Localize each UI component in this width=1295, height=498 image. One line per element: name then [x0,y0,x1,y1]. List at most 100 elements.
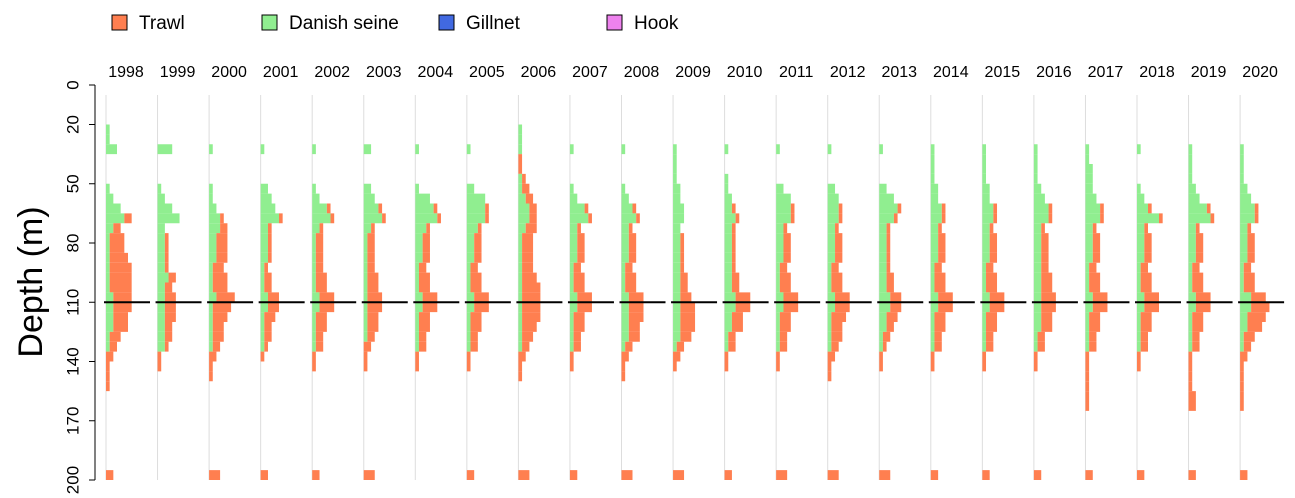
bar-trawl [886,322,894,332]
bar-danish-seine [982,252,990,263]
bar-danish-seine [827,223,836,234]
bar-trawl [418,282,430,293]
bar-danish-seine [1085,312,1090,322]
bar-danish-seine [1085,272,1090,283]
bar-danish-seine [827,252,836,263]
bar-trawl [632,203,637,214]
bar-trawl [776,470,788,480]
bar-danish-seine [673,193,681,204]
bar-danish-seine [569,183,574,194]
bar-danish-seine [1240,193,1252,204]
bar-danish-seine [1137,233,1145,243]
bar-trawl [1048,203,1053,214]
bar-danish-seine [776,272,780,283]
bar-trawl [731,243,736,253]
bar-trawl [1195,233,1204,243]
bar-danish-seine [982,272,987,283]
bar-trawl [779,262,788,273]
bar-trawl [776,361,780,372]
bar-danish-seine [879,183,887,194]
bar-trawl [1195,292,1211,303]
bar-danish-seine [466,302,475,313]
y-axis-title: Depth (m) [12,206,50,357]
bar-danish-seine [1085,154,1090,164]
bar-trawl [1144,292,1159,303]
bar-trawl [209,470,221,480]
bar-trawl [278,213,283,224]
bar-danish-seine [466,331,471,342]
bar-danish-seine [106,282,110,293]
bar-danish-seine [1188,262,1193,273]
bar-danish-seine [466,213,486,224]
bar-trawl [625,282,637,293]
bar-danish-seine [569,243,578,253]
bar-danish-seine [518,173,523,184]
bar-danish-seine [827,203,839,214]
bar-danish-seine [879,223,887,234]
year-label: 2015 [985,64,1021,81]
y-tick-label: 110 [63,289,82,316]
bar-trawl [625,272,637,283]
bar-trawl [264,262,268,273]
bar-danish-seine [260,203,276,214]
bar-danish-seine [724,203,732,214]
bar-trawl [827,371,832,382]
bar-danish-seine [260,183,268,194]
bar-danish-seine [930,173,935,184]
bar-trawl [573,341,581,352]
panel-2010: 2010 [722,64,769,480]
bar-danish-seine [415,262,419,273]
bar-danish-seine [673,272,681,283]
bar-trawl [1144,252,1152,263]
bar-trawl [779,272,791,283]
bar-danish-seine [673,164,677,174]
bar-trawl [109,341,117,352]
year-label: 2017 [1088,64,1124,81]
bar-trawl [264,312,276,322]
bar-danish-seine [518,262,523,273]
bar-danish-seine [1240,233,1248,243]
bar-danish-seine [415,272,419,283]
bar-danish-seine [776,282,780,293]
bar-trawl [1092,223,1097,234]
bar-danish-seine [312,183,316,194]
bar-danish-seine [1033,252,1042,263]
bar-trawl [212,312,228,322]
bar-danish-seine [1240,312,1248,322]
bar-trawl [783,223,788,234]
bar-trawl [518,361,523,372]
bar-trawl [779,322,791,332]
bar-trawl [1041,243,1049,253]
bar-danish-seine [930,262,935,273]
bar-danish-seine [518,272,523,283]
bar-danish-seine [930,223,939,234]
bar-danish-seine [157,203,173,214]
bar-trawl [1041,292,1056,303]
bar-trawl [106,361,110,372]
bar-trawl [680,322,696,332]
bar-trawl [216,292,235,303]
bar-danish-seine [724,223,732,234]
bar-danish-seine [1240,183,1248,194]
bar-danish-seine [363,262,368,273]
bar-danish-seine [930,341,935,352]
bar-danish-seine [1085,282,1090,293]
bar-danish-seine [1240,173,1244,184]
bar-trawl [367,282,379,293]
bar-trawl [1140,262,1148,273]
bar-danish-seine [621,312,629,322]
bar-danish-seine [363,272,368,283]
bar-danish-seine [827,262,832,273]
bar-danish-seine [569,331,574,342]
bar-trawl [474,292,489,303]
bar-trawl [522,302,541,313]
bar-trawl [367,272,379,283]
bar-trawl [676,341,685,352]
bar-danish-seine [569,252,578,263]
bar-trawl [680,272,688,283]
bar-danish-seine [724,292,736,303]
bar-danish-seine [157,213,180,224]
bar-trawl [426,223,430,234]
bar-trawl [680,282,688,293]
bar-trawl [470,322,482,332]
